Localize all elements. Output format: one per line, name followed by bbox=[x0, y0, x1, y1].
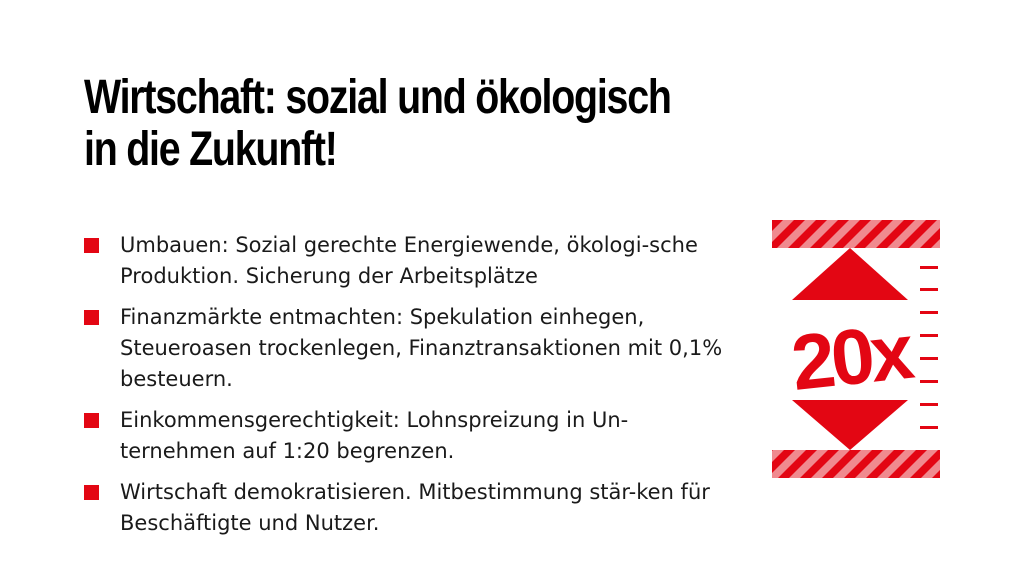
ruler-ticks-icon bbox=[920, 266, 938, 429]
bullet-text: Wirtschaft demokratisieren. Mitbestimmun… bbox=[120, 480, 710, 535]
red-square-bullet-icon bbox=[84, 238, 99, 253]
twenty-x-graphic: 20x bbox=[772, 220, 940, 478]
red-square-bullet-icon bbox=[84, 310, 99, 325]
bullet-text: Einkommensgerechtigkeit: Lohnspreizung i… bbox=[120, 408, 629, 463]
bullet-list: Umbauen: Sozial gerechte Energiewende, ö… bbox=[84, 230, 724, 549]
red-square-bullet-icon bbox=[84, 485, 99, 500]
title-line-1: Wirtschaft: sozial und ökologisch bbox=[84, 71, 672, 124]
title-line-2: in die Zukunft! bbox=[84, 123, 338, 176]
page-title: Wirtschaft: sozial und ökologisch in die… bbox=[84, 71, 672, 176]
arrow-down-icon bbox=[792, 400, 908, 450]
hazard-stripe-bottom-icon bbox=[772, 450, 940, 478]
bullet-item: Umbauen: Sozial gerechte Energiewende, ö… bbox=[84, 230, 724, 292]
twenty-x-label: 20x bbox=[787, 307, 917, 407]
bullet-item: Wirtschaft demokratisieren. Mitbestimmun… bbox=[84, 477, 724, 539]
arrow-up-icon bbox=[792, 248, 908, 300]
bullet-item: Einkommensgerechtigkeit: Lohnspreizung i… bbox=[84, 405, 724, 467]
hazard-stripe-top-icon bbox=[772, 220, 940, 248]
red-square-bullet-icon bbox=[84, 413, 99, 428]
bullet-text: Finanzmärkte entmachten: Spekulation ein… bbox=[120, 305, 723, 391]
bullet-text: Umbauen: Sozial gerechte Energiewende, ö… bbox=[120, 233, 698, 288]
bullet-item: Finanzmärkte entmachten: Spekulation ein… bbox=[84, 302, 724, 395]
